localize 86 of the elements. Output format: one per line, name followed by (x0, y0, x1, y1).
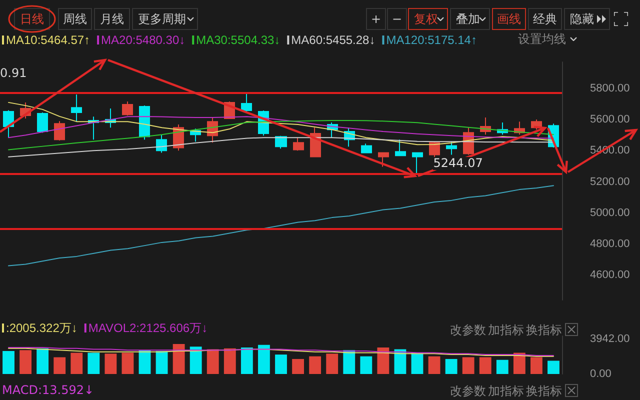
bar (70, 352, 83, 374)
bar (258, 344, 270, 374)
bar (190, 346, 202, 374)
candlestick (446, 141, 457, 156)
candlestick (71, 94, 82, 122)
bar (309, 356, 322, 374)
candlestick (37, 112, 48, 134)
text: 周线 (58, 8, 92, 30)
bar (360, 356, 372, 374)
bar (36, 348, 49, 374)
bar (138, 350, 151, 374)
y-tick-label: 5000.00 (590, 206, 630, 219)
text: 设置均线 (518, 31, 567, 48)
annotation: 改参数 (450, 322, 486, 339)
bar (88, 352, 100, 374)
legend-label: MA20:5480.30↓ (101, 33, 186, 47)
candlestick (412, 152, 423, 176)
text: 加指标 (488, 383, 524, 400)
bar (548, 360, 560, 374)
text: 隐藏 (564, 8, 610, 30)
legend-label: MAVOL2:2125.606万↓ (88, 321, 208, 335)
bar (224, 348, 236, 374)
annotation: 5244.07 (433, 156, 483, 170)
bar (20, 350, 32, 374)
bar (530, 357, 542, 374)
bar (377, 347, 390, 374)
bar (122, 352, 134, 374)
text: MACD:13.592↓ (2, 383, 94, 397)
y-tick-label: 5200.00 (590, 176, 630, 188)
line-series (8, 120, 554, 150)
bar (54, 357, 66, 374)
bar (496, 360, 508, 374)
text: − (387, 8, 407, 30)
candlestick (139, 105, 150, 140)
candlestick (156, 134, 167, 154)
bar (275, 354, 287, 374)
line-series (8, 116, 554, 139)
text: 换指标 (526, 383, 562, 400)
candlestick (361, 143, 372, 154)
candlestick (122, 101, 133, 116)
text: 更多周期 (132, 8, 198, 30)
legend-label: MA10:5464.57↑ (6, 33, 90, 47)
candlestick (293, 137, 304, 152)
bar (513, 352, 526, 374)
y-tick-label: 4600.00 (590, 269, 630, 282)
candlestick (395, 139, 406, 156)
candlestick (54, 120, 65, 142)
text: 月线 (94, 8, 130, 30)
bar (462, 357, 474, 374)
y-tick-label: 3942.00 (590, 333, 630, 346)
candlestick (378, 152, 389, 168)
bar (479, 357, 492, 374)
bar (292, 358, 304, 374)
annotation: 0.91 (0, 66, 27, 80)
y-tick-label: 5800.00 (590, 82, 630, 94)
annotation: 换指标 (526, 322, 562, 339)
legend-label: :2005.322万↓ (6, 321, 78, 335)
bar (343, 350, 356, 374)
legend-label: MA30:5504.33↓ (196, 33, 280, 47)
text: 经典 (528, 8, 562, 30)
legend-label: MA60:5455.28↓ (291, 33, 376, 47)
text: 叠加 (450, 8, 490, 30)
annotation: 加指标 (488, 322, 524, 339)
bar (2, 351, 14, 374)
candlestick (3, 110, 14, 138)
text: 改参数 (450, 383, 486, 400)
bar (206, 349, 219, 374)
y-tick-label: 0.00 (590, 368, 612, 380)
line-series (8, 137, 554, 158)
legend-label: MA120:5175.14↑ (386, 33, 477, 47)
line-series (8, 185, 554, 266)
y-tick-label: 5600.00 (590, 114, 630, 126)
bar (172, 344, 185, 374)
y-tick-label: 4800.00 (590, 238, 630, 250)
candlestick (241, 92, 252, 112)
bar (326, 354, 338, 374)
text: 画线 (492, 8, 526, 30)
bar (445, 358, 458, 374)
bar (156, 351, 168, 374)
text: 日线 (14, 8, 50, 30)
bar (240, 347, 253, 374)
bar (104, 354, 117, 374)
text: 复权 (408, 8, 448, 30)
text: + (366, 8, 386, 30)
bar (428, 356, 440, 374)
bar (411, 352, 424, 374)
